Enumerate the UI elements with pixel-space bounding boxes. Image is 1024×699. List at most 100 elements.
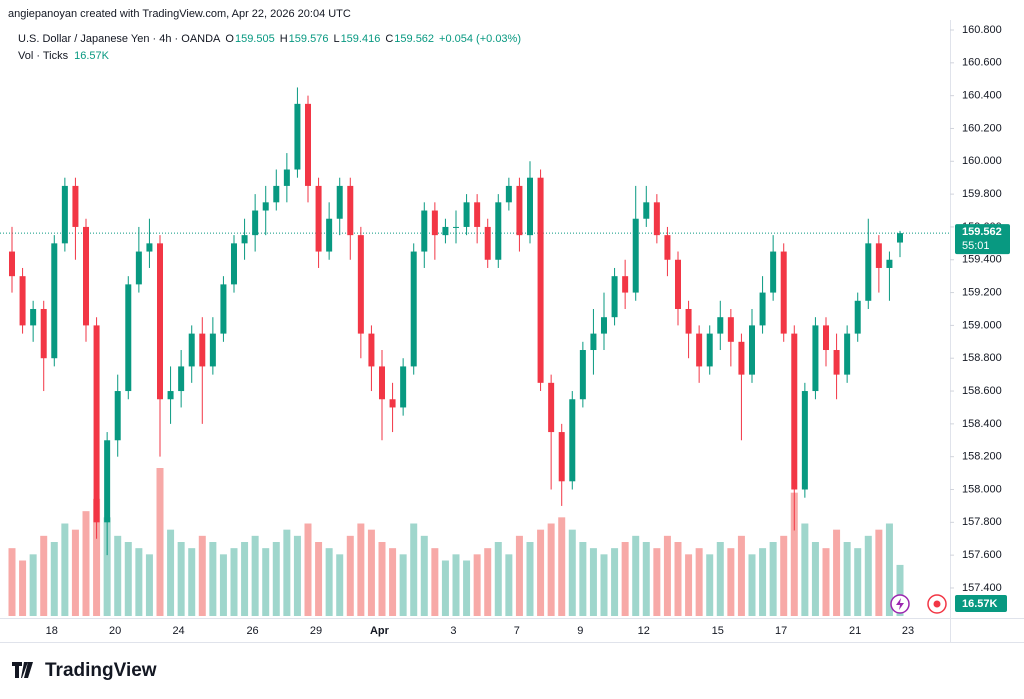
candle-body <box>558 432 565 482</box>
volume-label-box <box>955 595 1007 612</box>
candle-body <box>854 300 861 334</box>
ohlc-label: C <box>385 33 393 45</box>
y-tick-label: 160.000 <box>962 155 1002 167</box>
candle-body <box>875 243 882 268</box>
volume-bar <box>811 542 819 616</box>
volume-bar <box>61 523 69 616</box>
volume-bar <box>198 535 206 616</box>
volume-bar <box>769 542 777 616</box>
candle-body <box>51 243 58 359</box>
candle-body <box>61 185 68 244</box>
candle-body <box>389 399 396 408</box>
volume-bar <box>230 548 238 616</box>
y-tick-label: 157.800 <box>962 516 1002 528</box>
volume-bar <box>29 554 37 616</box>
brand-name: TradingView <box>45 660 157 681</box>
x-tick-label: 3 <box>450 625 456 637</box>
ohlc-label: O <box>225 33 234 45</box>
candle-body <box>897 233 903 243</box>
volume-bar <box>473 554 481 616</box>
candle-body <box>685 308 692 334</box>
candle-body <box>315 185 322 252</box>
candle-body <box>569 399 576 482</box>
x-tick-label: 24 <box>172 625 184 637</box>
candle-body <box>601 317 607 334</box>
y-tick-label: 159.400 <box>962 254 1002 266</box>
volume-bar <box>822 548 830 616</box>
x-tick-label: Apr <box>370 625 390 637</box>
volume-bar <box>82 511 90 616</box>
volume-bar <box>304 523 312 616</box>
ohlc-label: H <box>280 33 288 45</box>
volume-bar <box>346 535 354 616</box>
close-value: 159.562 <box>394 33 434 45</box>
volume-bar <box>759 548 767 616</box>
y-tick-label: 158.800 <box>962 352 1002 364</box>
last-price-box <box>955 224 1010 255</box>
candle-body <box>252 210 259 236</box>
volume-bar <box>526 542 534 616</box>
volume-bar <box>177 542 185 616</box>
lightning-icon <box>896 598 904 610</box>
candle-body <box>283 169 290 186</box>
candle-body <box>30 308 37 326</box>
volume-bar <box>272 542 280 616</box>
volume-bar <box>124 542 132 616</box>
y-tick-label: 160.400 <box>962 90 1002 102</box>
candle-body <box>72 185 79 227</box>
candle-body <box>727 317 734 342</box>
y-tick-label: 159.000 <box>962 319 1002 331</box>
symbol: U.S. Dollar / Japanese Yen · 4h · OANDA <box>18 33 221 45</box>
candle-body <box>104 440 111 523</box>
x-tick-label: 21 <box>849 625 861 637</box>
volume-bar <box>19 560 27 616</box>
volume-bar <box>420 535 428 616</box>
x-tick-label: 18 <box>46 625 58 637</box>
volume-axis-label: 16.57K <box>962 598 998 610</box>
candle-body <box>516 185 523 236</box>
countdown: 55:01 <box>962 240 990 252</box>
candle-body <box>474 202 481 227</box>
volume-bar <box>843 542 851 616</box>
candle-body <box>379 366 385 400</box>
candle-body <box>823 325 829 351</box>
candle-body <box>220 284 227 334</box>
volume-bar <box>410 523 418 616</box>
candle-body <box>83 226 89 326</box>
volume-bar <box>716 542 724 616</box>
y-tick-label: 158.400 <box>962 418 1002 430</box>
volume-bar <box>241 542 249 616</box>
target-dot <box>933 600 941 608</box>
volume-bar <box>515 535 523 616</box>
open-value: 159.505 <box>235 33 275 45</box>
candle-body <box>231 243 237 285</box>
volume-bar <box>209 542 217 616</box>
y-tick-label: 158.200 <box>962 451 1002 463</box>
x-tick-label: 20 <box>109 625 121 637</box>
volume-bar <box>695 548 703 616</box>
x-tick-label: 7 <box>514 625 520 637</box>
volume-bar <box>685 554 693 616</box>
candle-body <box>865 243 872 301</box>
candle-body <box>209 333 216 367</box>
candle-body <box>749 325 755 375</box>
x-tick-label: 12 <box>638 625 650 637</box>
logo-mark <box>12 662 33 678</box>
candle-body <box>294 103 301 170</box>
candle-body <box>167 391 174 400</box>
volume-bar <box>167 529 175 616</box>
volume-bar <box>452 554 460 616</box>
x-tick-label: 15 <box>712 625 724 637</box>
candle-body <box>347 185 354 236</box>
candle-body <box>157 243 163 400</box>
candle-body <box>453 226 459 228</box>
candle-body <box>262 202 269 211</box>
candle-body <box>135 251 142 285</box>
volume-bar <box>568 529 576 616</box>
x-tick-label: 29 <box>310 625 322 637</box>
candle-body <box>146 243 153 252</box>
attribution: angiepanoyan created with TradingView.co… <box>8 8 351 20</box>
volume-bar <box>367 529 375 616</box>
candle-body <box>812 325 819 392</box>
candle-body <box>400 366 407 408</box>
